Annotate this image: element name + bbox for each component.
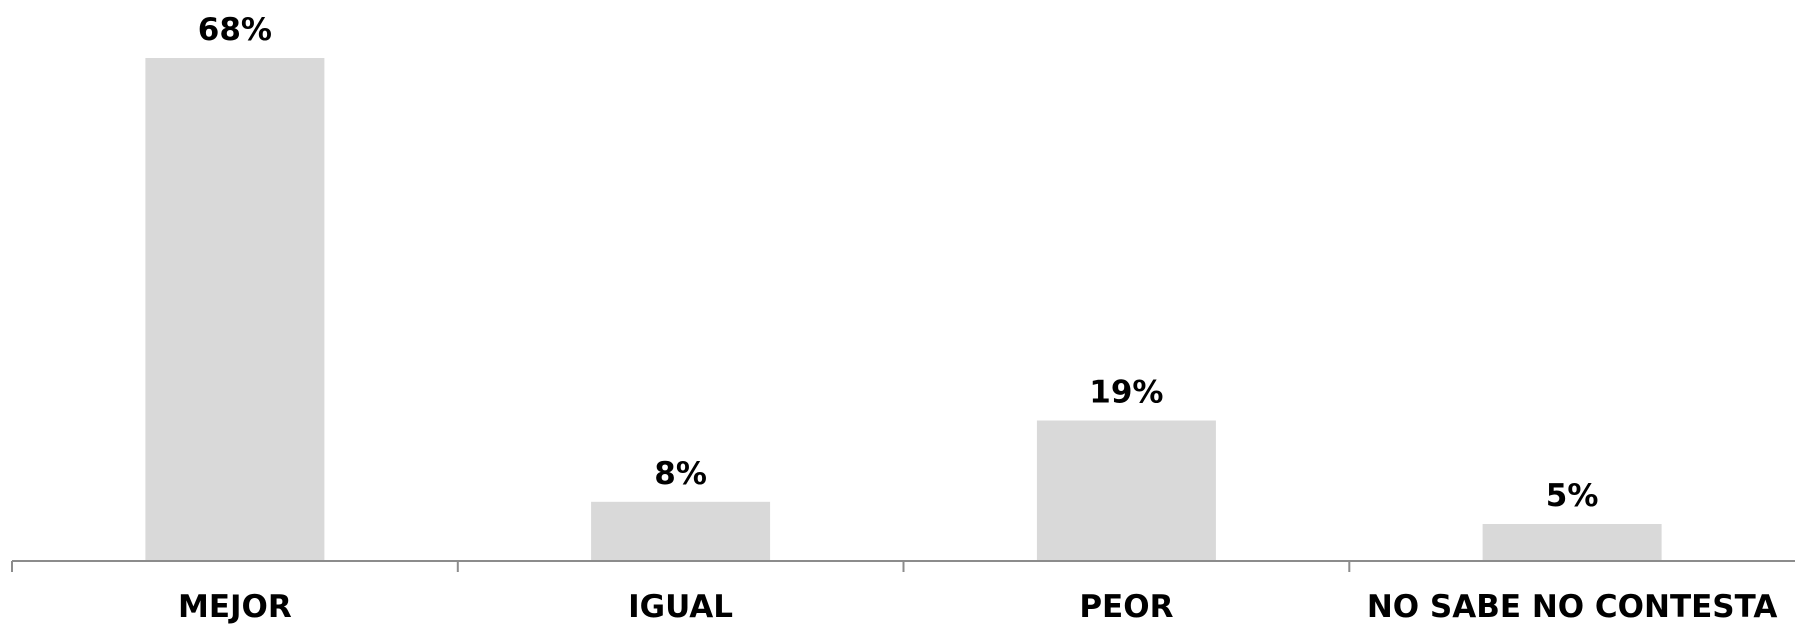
category-label-mejor: MEJOR xyxy=(178,589,292,625)
category-label-peor: PEOR xyxy=(1079,589,1173,625)
data-label-peor: 19% xyxy=(1089,375,1163,411)
data-label-no-sabe-no-contesta: 5% xyxy=(1546,478,1599,514)
bar-mejor xyxy=(145,58,325,561)
bar-igual xyxy=(591,501,771,561)
category-label-igual: IGUAL xyxy=(628,589,733,625)
bar-peor xyxy=(1036,420,1216,561)
data-label-igual: 8% xyxy=(654,456,707,492)
category-label-no-sabe-no-contesta: NO SABE NO CONTESTA xyxy=(1367,589,1778,625)
data-label-mejor: 68% xyxy=(198,12,272,48)
bar-no-sabe-no-contesta xyxy=(1482,524,1662,561)
x-axis xyxy=(11,560,1795,572)
category-labels-group: MEJOR IGUAL PEOR NO SABE NO CONTESTA xyxy=(178,589,1777,625)
bars-group xyxy=(145,58,1662,561)
data-labels-group: 68% 8% 19% 5% xyxy=(198,12,1599,514)
